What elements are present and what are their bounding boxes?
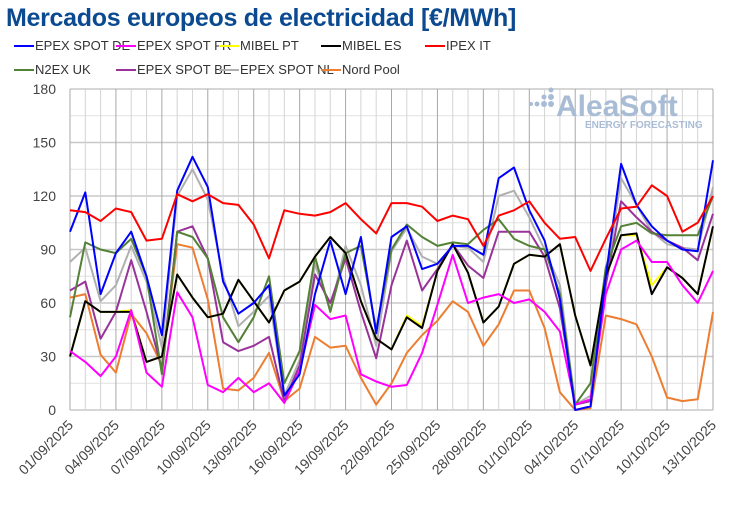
series-line-ipex-it xyxy=(69,184,714,272)
legend-item: EPEX SPOT FR xyxy=(116,38,231,53)
y-axis: 0 30 60 90 120 150 180 xyxy=(33,81,57,418)
legend-swatch xyxy=(116,68,136,71)
logo-dot xyxy=(534,101,540,107)
series-line-n2ex-uk xyxy=(69,195,714,406)
legend-label: N2EX UK xyxy=(35,62,91,77)
logo-dot xyxy=(548,94,554,100)
legend-swatch xyxy=(321,68,341,71)
series-line-nord-pool xyxy=(69,243,714,411)
legend-swatch xyxy=(219,68,239,71)
logo-dot xyxy=(548,87,554,93)
logo-dot xyxy=(529,102,533,106)
y-tick-label: 150 xyxy=(33,135,57,151)
legend-swatch xyxy=(14,44,34,47)
legend-swatch xyxy=(219,44,239,47)
series-line-epex-spot-de xyxy=(69,155,714,411)
y-tick-label: 120 xyxy=(33,188,57,204)
logo-dot xyxy=(548,101,554,107)
y-tick-label: 90 xyxy=(40,242,56,258)
legend-swatch xyxy=(14,68,34,71)
legend-item: MIBEL PT xyxy=(219,38,299,53)
legend-label: Nord Pool xyxy=(342,62,400,77)
watermark-brand: AleaSoft xyxy=(556,90,678,123)
legend-swatch xyxy=(425,44,445,47)
x-axis: 01/09/202504/09/202507/09/202510/09/2025… xyxy=(15,417,719,478)
legend-item: EPEX SPOT NL xyxy=(219,62,334,77)
series-line-epex-spot-fr xyxy=(69,239,714,406)
legend-label: EPEX SPOT BE xyxy=(137,62,232,77)
series-lines xyxy=(69,155,714,411)
legend-label: IPEX IT xyxy=(446,38,491,53)
legend-item: N2EX UK xyxy=(14,62,91,77)
legend-item: Nord Pool xyxy=(321,62,400,77)
legend-swatch xyxy=(116,44,136,47)
logo-dot xyxy=(541,101,547,107)
legend-label: EPEX SPOT DE xyxy=(35,38,131,53)
y-tick-label: 0 xyxy=(48,402,56,418)
legend-label: MIBEL PT xyxy=(240,38,299,53)
legend-item: EPEX SPOT BE xyxy=(116,62,231,77)
legend-item: MIBEL ES xyxy=(321,38,401,53)
legend-label: EPEX SPOT NL xyxy=(240,62,334,77)
legend-swatch xyxy=(321,44,341,47)
logo-dot xyxy=(541,94,547,100)
legend-label: EPEX SPOT FR xyxy=(137,38,232,53)
y-tick-label: 30 xyxy=(40,349,56,365)
legend-item: IPEX IT xyxy=(425,38,491,53)
y-tick-label: 180 xyxy=(33,81,57,97)
chart-title: Mercados europeos de electricidad [€/MWh… xyxy=(6,4,517,32)
watermark-tagline: ENERGY FORECASTING xyxy=(585,120,703,131)
legend-item: EPEX SPOT DE xyxy=(14,38,130,53)
legend-label: MIBEL ES xyxy=(342,38,402,53)
y-tick-label: 60 xyxy=(40,295,56,311)
